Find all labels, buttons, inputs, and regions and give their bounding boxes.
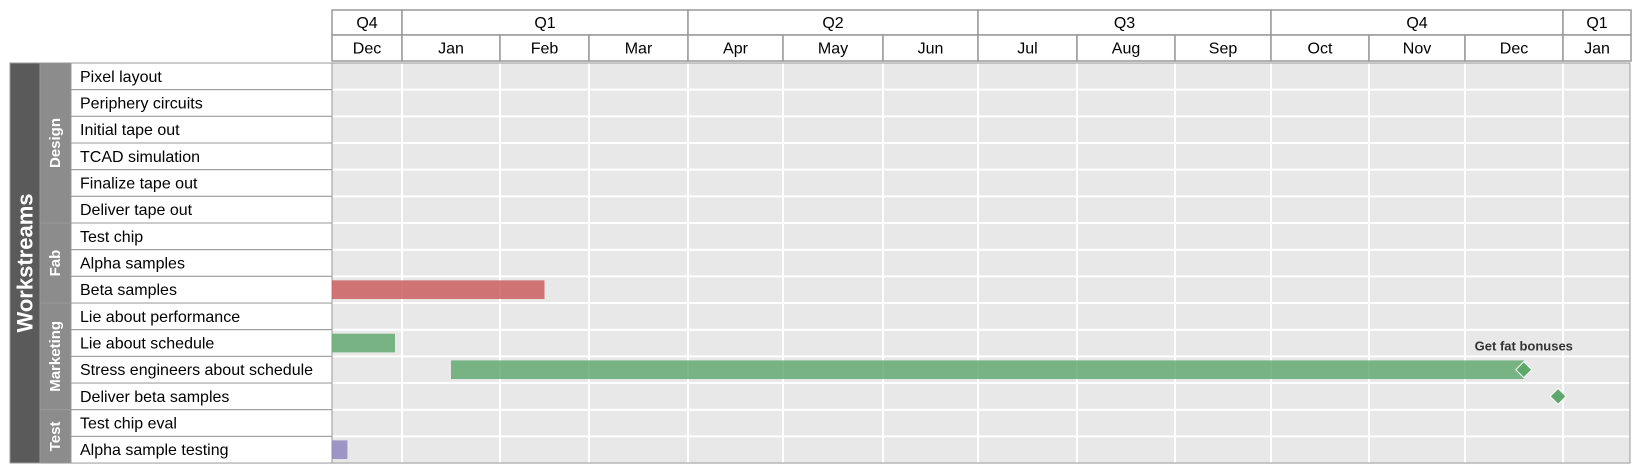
task-label: Lie about performance	[80, 309, 240, 326]
quarter-label: Q2	[822, 15, 843, 32]
task-label: Alpha samples	[80, 256, 185, 273]
gantt-bar	[332, 440, 348, 460]
month-cell	[499, 34, 590, 62]
quarter-cell	[1270, 9, 1564, 36]
quarter-cell	[401, 9, 689, 36]
group-label: Design	[47, 118, 64, 168]
group-box	[39, 302, 72, 411]
month-label: Jan	[1584, 41, 1610, 58]
month-label: Jul	[1017, 41, 1037, 58]
quarter-label: Q3	[1114, 15, 1135, 32]
quarter-label: Q1	[1586, 15, 1607, 32]
task-label: Stress engineers about schedule	[80, 362, 313, 379]
task-row	[70, 302, 333, 331]
quarter-label: Q4	[356, 15, 377, 32]
month-label: Nov	[1403, 41, 1431, 58]
month-label: May	[818, 41, 848, 58]
milestone-label: Get fat bonuses	[1475, 338, 1573, 353]
month-label: Feb	[531, 41, 559, 58]
month-label: Oct	[1308, 41, 1333, 58]
task-row	[70, 355, 333, 384]
month-label: Sep	[1209, 41, 1238, 58]
quarter-cell	[687, 9, 979, 36]
task-label: Deliver tape out	[80, 202, 193, 219]
month-cell	[588, 34, 689, 62]
task-label: Initial tape out	[80, 122, 180, 139]
group-label: Fab	[47, 250, 64, 277]
month-label: Apr	[723, 41, 749, 58]
task-label: Test chip eval	[80, 416, 177, 433]
month-cell	[401, 34, 501, 62]
task-label: Deliver beta samples	[80, 389, 229, 406]
gantt-bar	[332, 280, 545, 300]
task-label: Beta samples	[80, 282, 177, 299]
quarter-label: Q1	[534, 15, 555, 32]
task-row	[70, 89, 333, 117]
month-cell	[331, 34, 403, 62]
quarter-cell	[1562, 9, 1632, 36]
task-label: Lie about schedule	[80, 336, 214, 353]
month-cell	[1076, 34, 1176, 62]
task-label: Test chip	[80, 229, 143, 246]
group-label: Test	[47, 422, 64, 452]
quarter-label: Q4	[1406, 15, 1427, 32]
month-cell	[1174, 34, 1272, 62]
outer-label-box	[9, 62, 41, 464]
month-label: Dec	[1500, 41, 1528, 58]
task-label: Alpha sample testing	[80, 442, 229, 459]
month-cell	[1562, 34, 1632, 62]
task-label: Pixel layout	[80, 69, 162, 86]
milestone-diamond	[1549, 387, 1567, 406]
task-row	[70, 222, 333, 251]
month-label: Jan	[438, 41, 464, 58]
task-label: TCAD simulation	[80, 149, 200, 166]
month-cell	[782, 34, 884, 62]
task-row	[70, 275, 333, 304]
month-cell	[687, 34, 784, 62]
month-label: Aug	[1112, 41, 1140, 58]
grid-background	[332, 63, 1630, 464]
gantt-bar	[451, 360, 1524, 380]
month-label: Mar	[625, 41, 653, 58]
quarter-cell	[331, 9, 403, 36]
outer-label: Workstreams	[13, 194, 38, 333]
month-cell	[1464, 34, 1564, 62]
milestone-diamond	[1515, 360, 1533, 379]
month-cell	[1270, 34, 1370, 62]
month-label: Jun	[918, 41, 944, 58]
task-row	[70, 435, 333, 464]
task-label: Periphery circuits	[80, 96, 203, 113]
month-label: Dec	[353, 41, 381, 58]
task-row	[70, 409, 333, 437]
month-cell	[882, 34, 979, 62]
task-row	[70, 115, 333, 144]
gantt-bar	[332, 333, 395, 353]
task-label: Finalize tape out	[80, 176, 198, 193]
task-row	[70, 142, 333, 171]
month-cell	[1368, 34, 1466, 62]
group-label: Marketing	[47, 321, 64, 392]
